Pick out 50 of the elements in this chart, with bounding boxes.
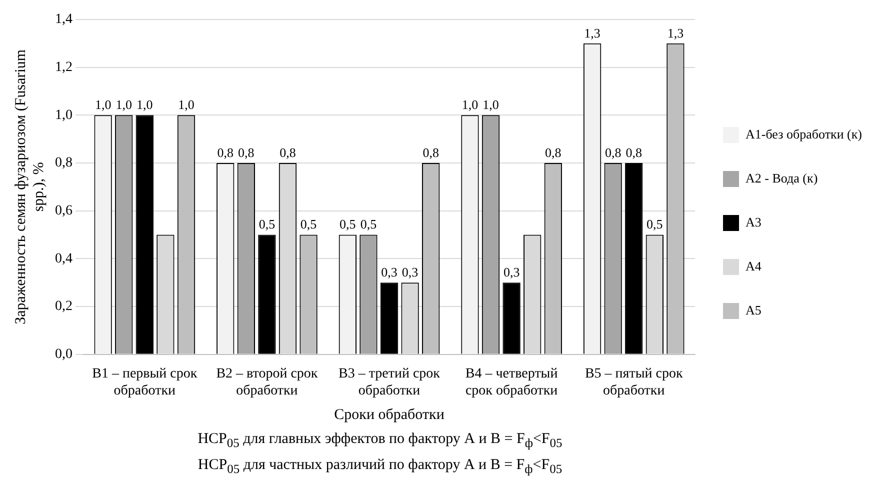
y-tick-label: 1,2	[55, 60, 72, 75]
data-label: 0,8	[238, 144, 254, 160]
bar	[380, 282, 398, 354]
data-label: 1,0	[136, 97, 153, 112]
y-tick-label: 0,6	[55, 204, 72, 218]
y-tick-label: 1,0	[55, 108, 72, 123]
data-label: 1,3	[667, 25, 684, 40]
legend-label: А5	[746, 302, 762, 318]
data-label: 1,0	[462, 97, 478, 112]
data-label: 0,5	[300, 216, 317, 232]
y-tick-label: 1,4	[55, 12, 72, 28]
data-label: 0,8	[422, 144, 439, 160]
bar	[258, 234, 276, 354]
legend-label: А3	[746, 214, 762, 230]
data-label: 1,0	[116, 97, 132, 112]
x-tick-label: В3 – третий срок обработки	[338, 366, 440, 398]
y-tick-label: 0,0	[55, 347, 72, 362]
x-tick-label: В5 – пятый срок обработки	[584, 366, 683, 398]
data-label: 1,0	[94, 97, 112, 112]
legend-label: А2 - Вода (к)	[746, 170, 818, 186]
data-label: 0,8	[217, 144, 234, 160]
data-label: 0,5	[646, 216, 663, 232]
data-label: 1,0	[482, 97, 499, 112]
data-label: 1,0	[178, 97, 194, 112]
text: НСР$_{05}$ для главных эффектов по фактору А и В = F$_{ф}$<F$_{05}$	[196, 430, 564, 452]
data-label: 0,8	[545, 144, 562, 160]
legend-label: А1-без обработки (к)	[746, 126, 862, 142]
x-axis-title: Сроки обработки	[334, 406, 444, 423]
y-tick-label: 0,2	[55, 299, 72, 314]
data-label: 0,5	[258, 216, 276, 232]
y-tick-label: 0,4	[55, 251, 72, 266]
data-label: 0,3	[381, 264, 398, 280]
data-label: 0,8	[626, 144, 642, 160]
data-label: 0,3	[402, 264, 418, 280]
data-label: 0,5	[360, 216, 377, 232]
x-tick-label: В2 – второй срок обработки	[216, 366, 318, 398]
legend-label: А4	[746, 258, 762, 274]
x-tick-label: В1 – первый срок обработки	[92, 366, 198, 398]
data-label: 1,3	[584, 25, 600, 40]
bar	[625, 162, 643, 354]
data-label: 0,8	[604, 144, 622, 160]
y-tick-label: 0,8	[55, 156, 72, 171]
bar	[136, 115, 154, 354]
data-label: 0,5	[340, 216, 356, 232]
data-label: 0,3	[503, 264, 520, 280]
x-tick-label: В4 – четвертый срок обработки	[465, 366, 558, 398]
text: НСР$_{05}$ для частных различий по фактору А и В = F$_{ф}$<F$_{05}$	[196, 456, 564, 478]
bar	[502, 282, 520, 354]
data-label: 0,8	[280, 144, 296, 160]
y-axis-title: Зараженность семян фузариозом (Fusarium spp.), %	[12, 49, 47, 324]
